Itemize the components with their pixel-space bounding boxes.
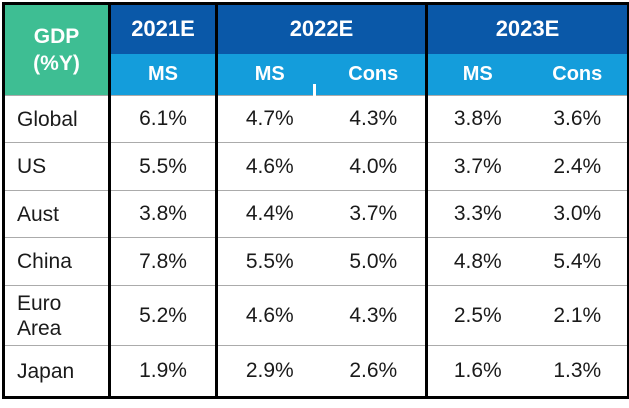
corner-header-gdp: GDP (%Y) bbox=[3, 3, 110, 96]
cell-value: 1.3% bbox=[527, 345, 629, 398]
cell-value: 7.8% bbox=[108, 237, 217, 286]
cell-value: 5.0% bbox=[321, 237, 427, 286]
row-label: China bbox=[3, 237, 110, 286]
subcolumn-header-row: MS MS Cons MS Cons bbox=[4, 53, 629, 96]
cell-value: 3.8% bbox=[425, 95, 528, 143]
table-row-aust: Aust 3.8% 4.4% 3.7% 3.3% 3.0% bbox=[3, 190, 629, 238]
cell-value: 3.8% bbox=[108, 190, 217, 238]
cell-value: 2.4% bbox=[527, 142, 629, 191]
cell-value: 6.1% bbox=[108, 95, 217, 143]
row-label: Aust bbox=[3, 190, 110, 238]
cell-value: 4.3% bbox=[321, 95, 427, 143]
cell-value: 3.6% bbox=[527, 95, 629, 143]
subheader-2023e-ms: MS bbox=[425, 53, 528, 96]
row-label: US bbox=[3, 142, 110, 191]
cell-value: 2.5% bbox=[425, 285, 528, 346]
year-header-2023e: 2023E bbox=[425, 3, 629, 54]
subheader-2023e-cons: Cons bbox=[527, 53, 629, 96]
row-label: Euro Area bbox=[3, 285, 110, 346]
gdp-forecast-table: GDP (%Y) 2021E 2022E 2023E MS MS Cons MS… bbox=[2, 2, 629, 399]
cell-value: 3.0% bbox=[527, 190, 629, 238]
cell-value: 3.7% bbox=[425, 142, 528, 191]
cell-value: 4.7% bbox=[215, 95, 322, 143]
cell-value: 5.2% bbox=[108, 285, 217, 346]
cell-value: 3.7% bbox=[321, 190, 427, 238]
cell-value: 2.9% bbox=[215, 345, 322, 398]
cell-value: 4.4% bbox=[215, 190, 322, 238]
cell-value: 5.5% bbox=[108, 142, 217, 191]
cell-value: 2.1% bbox=[527, 285, 629, 346]
cell-value: 4.0% bbox=[321, 142, 427, 191]
table-row-china: China 7.8% 5.5% 5.0% 4.8% 5.4% bbox=[3, 237, 629, 286]
cell-value: 1.9% bbox=[108, 345, 217, 398]
year-header-2022e: 2022E bbox=[215, 3, 427, 54]
text-cursor-artifact bbox=[313, 84, 316, 97]
cell-value: 2.6% bbox=[321, 345, 427, 398]
subheader-2022e-ms: MS bbox=[215, 53, 322, 96]
table-row-global: Global 6.1% 4.7% 4.3% 3.8% 3.6% bbox=[3, 95, 629, 143]
cell-value: 5.5% bbox=[215, 237, 322, 286]
row-label: Japan bbox=[3, 345, 110, 398]
subheader-2021e-ms: MS bbox=[108, 53, 217, 96]
table-row-us: US 5.5% 4.6% 4.0% 3.7% 2.4% bbox=[3, 142, 629, 191]
cell-value: 3.3% bbox=[425, 190, 528, 238]
cell-value: 4.3% bbox=[321, 285, 427, 346]
subheader-2022e-cons: Cons bbox=[321, 53, 427, 96]
cell-value: 4.6% bbox=[215, 285, 322, 346]
year-header-row: GDP (%Y) 2021E 2022E 2023E bbox=[3, 3, 629, 96]
table-row-euro-area: Euro Area 5.2% 4.6% 4.3% 2.5% 2.1% bbox=[3, 285, 629, 346]
row-label: Global bbox=[3, 95, 110, 143]
table-row-japan: Japan 1.9% 2.9% 2.6% 1.6% 1.3% bbox=[3, 345, 629, 398]
cell-value: 4.8% bbox=[425, 237, 528, 286]
cell-value: 4.6% bbox=[215, 142, 322, 191]
cell-value: 1.6% bbox=[425, 345, 528, 398]
year-header-2021e: 2021E bbox=[108, 3, 217, 54]
cell-value: 5.4% bbox=[527, 237, 629, 286]
